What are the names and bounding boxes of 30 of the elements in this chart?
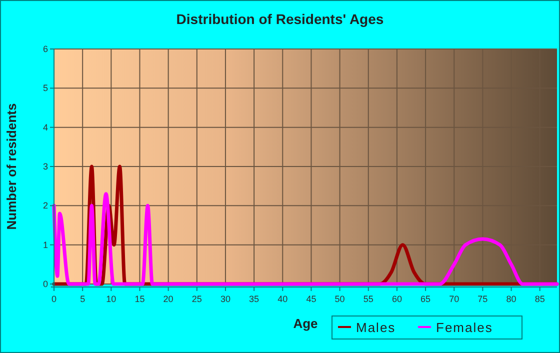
x-tick-label: 65 <box>420 294 431 304</box>
x-tick-label: 35 <box>249 294 260 304</box>
y-tick-label: 4 <box>42 122 48 132</box>
x-tick-label: 10 <box>106 294 116 304</box>
x-tick-label: 30 <box>220 294 230 304</box>
y-tick-label: 3 <box>42 162 48 172</box>
x-tick-label: 0 <box>51 294 57 304</box>
x-tick-label: 5 <box>80 294 86 304</box>
x-tick-label: 40 <box>278 294 288 304</box>
x-tick-label: 25 <box>192 294 202 304</box>
y-tick-label: 2 <box>42 200 48 211</box>
x-tick-label: 20 <box>163 294 174 304</box>
y-tick-label: 1 <box>42 240 48 250</box>
x-tick-label: 55 <box>363 294 374 304</box>
legend-label: Females <box>436 320 493 335</box>
x-tick-label: 75 <box>478 294 488 304</box>
y-tick-label: 6 <box>42 44 48 54</box>
x-axis-title: Age <box>293 316 318 331</box>
chart-title: Distribution of Residents' Ages <box>176 11 384 27</box>
legend-label: Males <box>356 320 396 335</box>
x-tick-label: 15 <box>134 294 145 304</box>
x-tick-label: 60 <box>392 294 402 304</box>
x-tick-label: 85 <box>534 294 545 304</box>
x-tick-label: 45 <box>306 294 316 304</box>
x-tick-label: 50 <box>334 294 345 304</box>
y-tick-label: 5 <box>42 83 48 94</box>
y-axis-title: Number of residents <box>4 103 19 230</box>
x-tick-label: 70 <box>449 294 460 304</box>
y-tick-label: 0 <box>42 279 48 289</box>
x-tick-label: 80 <box>506 294 516 304</box>
